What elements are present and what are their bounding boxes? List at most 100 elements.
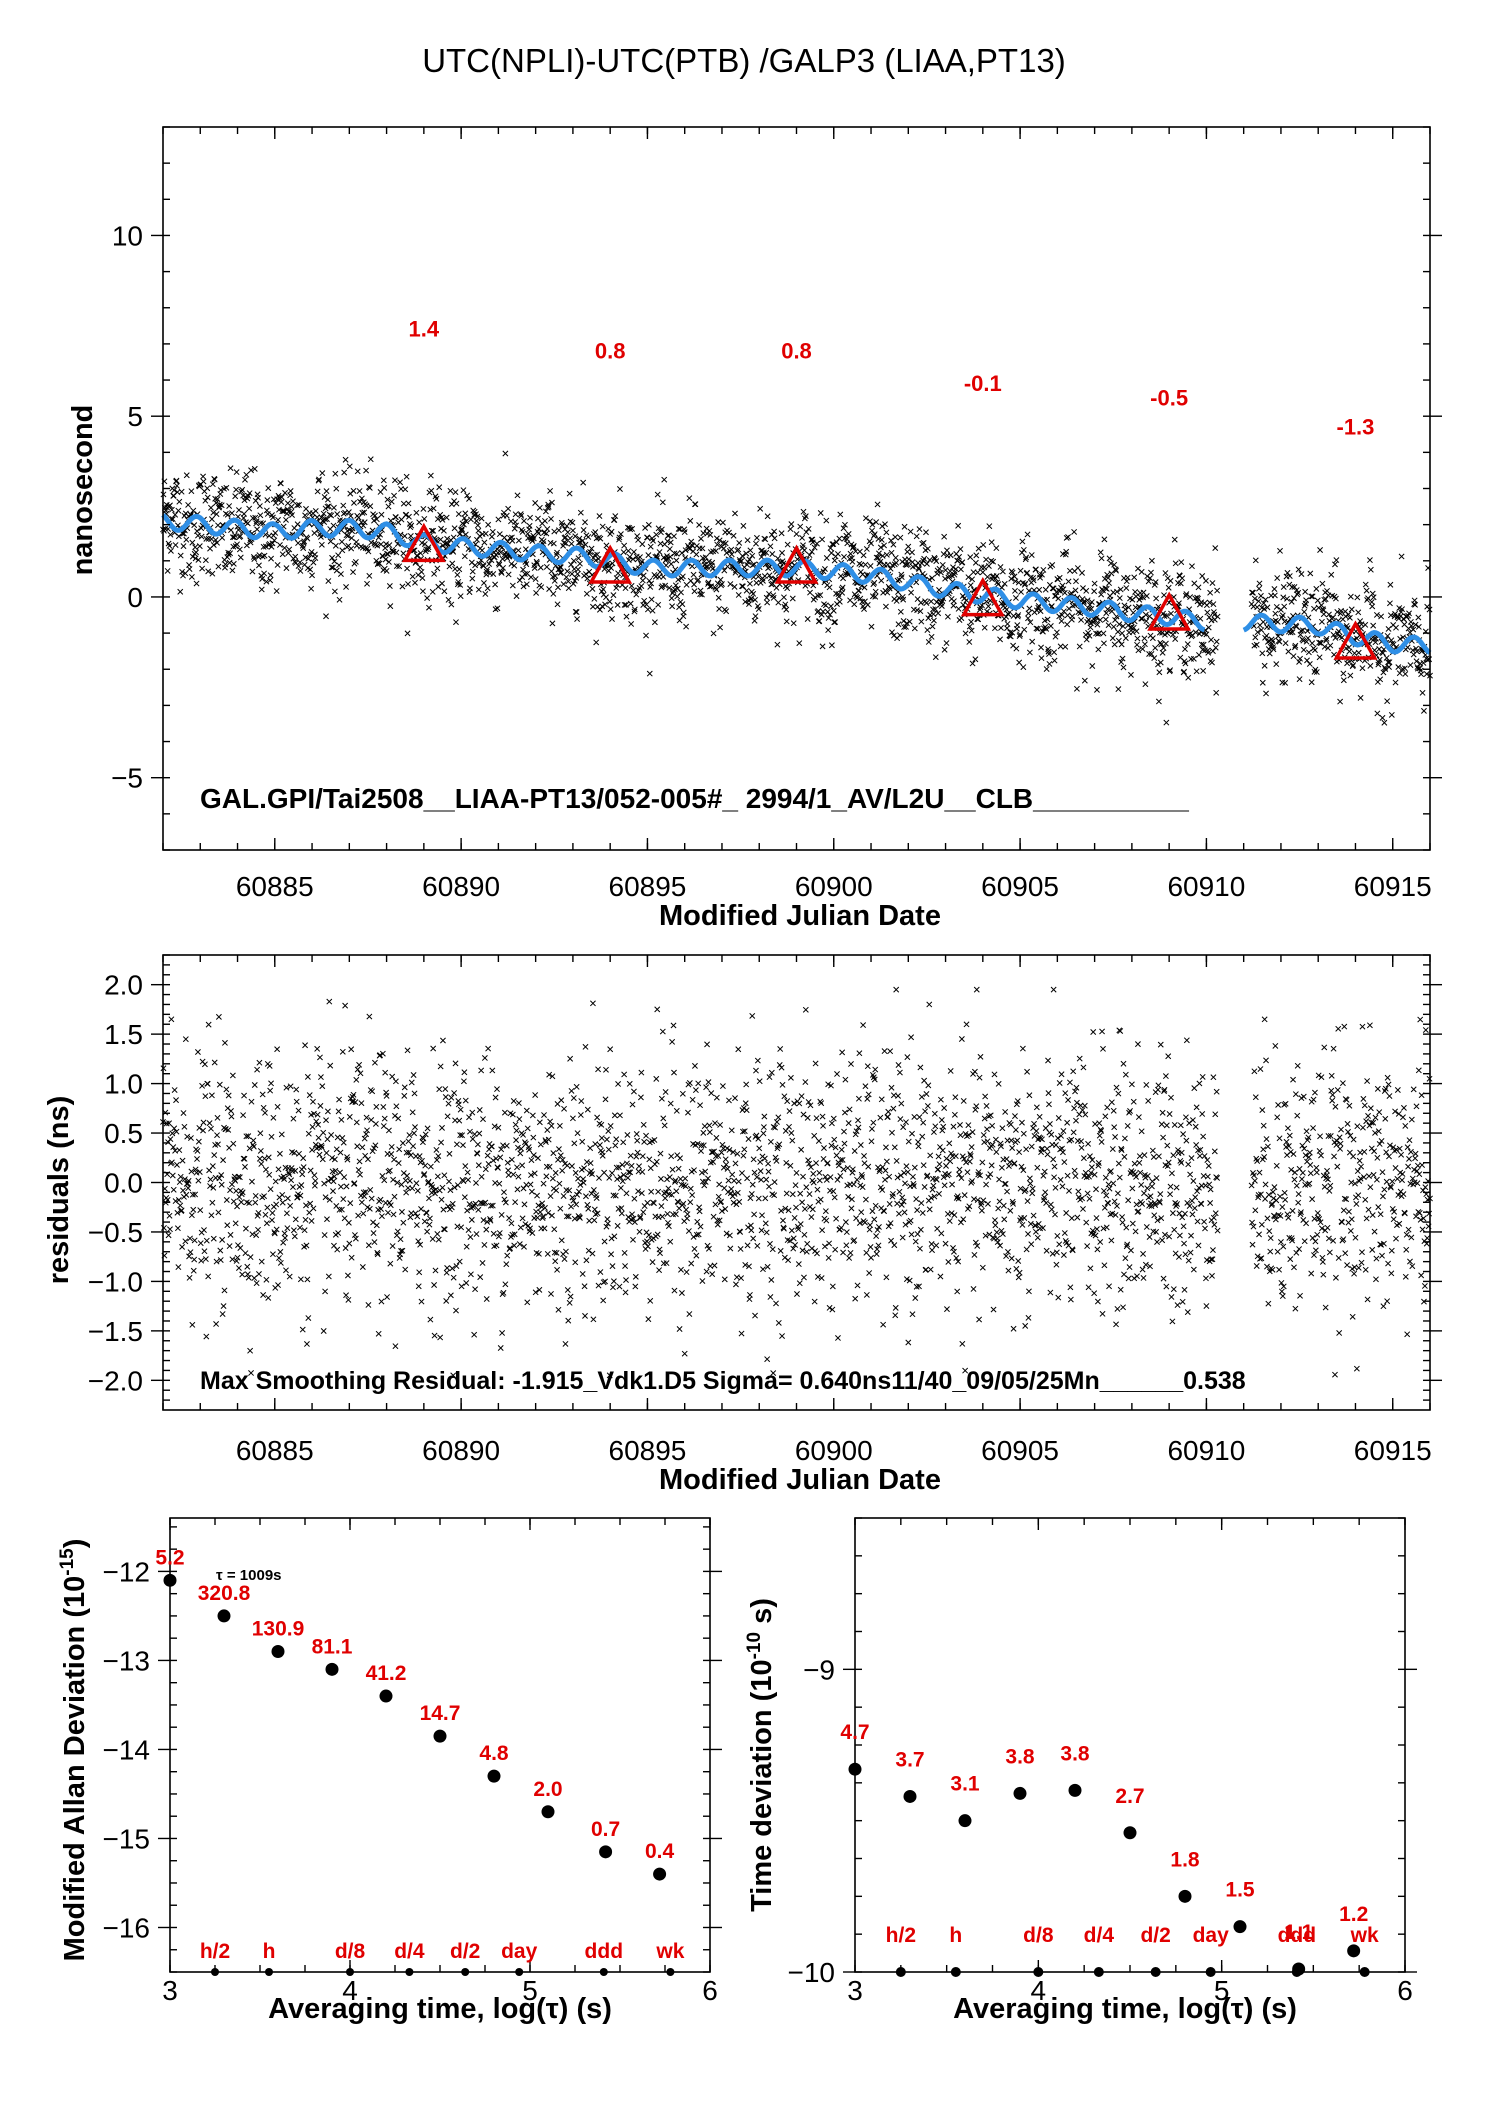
top-data-point (882, 603, 889, 610)
top-data-point (1184, 641, 1191, 648)
top-data-point (426, 604, 432, 611)
top-data-point (582, 541, 589, 548)
top-data-point (637, 554, 643, 561)
top-data-point (365, 548, 372, 555)
top-data-point (180, 543, 187, 550)
top-data-point (929, 575, 936, 582)
top-data-point (451, 525, 458, 532)
top-data-point (328, 564, 335, 571)
top-data-point (177, 552, 184, 559)
top-data-point (747, 547, 754, 554)
top-data-point (1141, 641, 1148, 648)
top-data-point (648, 580, 655, 587)
top-data-point (1256, 585, 1263, 592)
top-data-point (1153, 595, 1160, 602)
top-data-point (203, 535, 210, 542)
top-data-point (1264, 604, 1271, 611)
top-data-point (445, 596, 452, 603)
top-data-point (750, 590, 757, 597)
top-data-point (1195, 584, 1202, 591)
top-data-point (630, 587, 637, 594)
top-data-point (1373, 611, 1380, 618)
top-data-point (988, 557, 995, 564)
top-data-point (516, 577, 523, 584)
top-data-point (580, 527, 587, 533)
top-data-point (548, 568, 555, 575)
top-data-point (596, 513, 603, 520)
top-data-point (1079, 569, 1085, 576)
top-smooth-curve (161, 513, 1432, 655)
top-data-point (768, 581, 775, 588)
top-data-point (408, 522, 415, 529)
top-data-point (706, 583, 713, 590)
average-value-label: -1.3 (1337, 414, 1375, 439)
top-data-point (1388, 711, 1395, 718)
top-data-point (455, 511, 462, 517)
top-data-point (1178, 559, 1185, 566)
top-data-point (607, 606, 614, 613)
top-data-point (1324, 587, 1331, 594)
top-data-point (287, 488, 294, 494)
top-data-point (1357, 694, 1364, 701)
top-data-point (1208, 636, 1215, 643)
top-data-point (1402, 671, 1409, 677)
top-data-point (174, 482, 180, 489)
top-data-point (428, 487, 435, 494)
top-data-point (1415, 623, 1422, 630)
top-data-point (396, 563, 403, 570)
top-data-point (941, 646, 948, 653)
top-data-point (235, 527, 242, 533)
top-data-point (736, 539, 743, 546)
top-data-point (698, 535, 704, 542)
top-data-point (269, 540, 276, 547)
top-data-point (664, 538, 671, 545)
top-data-point (698, 591, 705, 598)
top-data-point (1065, 578, 1072, 585)
top-data-point (440, 527, 447, 534)
top-data-point (967, 582, 974, 589)
top-data-point (737, 558, 744, 565)
top-data-point (671, 550, 678, 557)
top-data-point (784, 585, 791, 592)
top-data-point (1053, 629, 1060, 636)
top-data-point (1367, 662, 1374, 669)
top-data-point (213, 511, 220, 518)
top-data-point (638, 558, 645, 565)
top-data-point (918, 618, 925, 625)
top-data-point (1040, 566, 1047, 573)
top-data-point (318, 541, 325, 548)
top-data-point (371, 517, 377, 524)
top-data-point (497, 549, 504, 556)
top-data-point (1288, 598, 1295, 605)
top-data-point (472, 562, 479, 569)
top-data-point (1017, 631, 1024, 638)
top-data-point (1162, 570, 1169, 576)
top-data-point (1085, 629, 1092, 636)
top-data-point (1369, 590, 1376, 597)
top-data-point (296, 501, 302, 508)
top-data-point (425, 546, 431, 553)
top-data-point (275, 516, 282, 523)
top-data-point (325, 578, 332, 585)
top-data-point (923, 560, 930, 567)
top-data-point (300, 545, 307, 552)
top-data-point (242, 476, 248, 483)
top-data-point (975, 616, 982, 623)
top-data-point (1081, 677, 1088, 684)
top-data-point (359, 509, 366, 516)
top-data-point (630, 556, 636, 563)
top-data-point (623, 601, 629, 608)
top-data-point (1319, 580, 1326, 587)
top-data-point (589, 603, 596, 610)
top-data-point (783, 606, 790, 613)
top-data-point (707, 531, 714, 538)
top-data-point (606, 598, 613, 605)
top-data-point (1158, 641, 1165, 648)
top-data-point (789, 595, 796, 602)
top-data-point (268, 543, 275, 550)
top-data-point (1020, 546, 1027, 553)
top-data-point (645, 521, 652, 528)
average-value-label: 0.8 (595, 338, 626, 363)
top-data-point (821, 566, 828, 572)
top-data-point (814, 540, 820, 547)
